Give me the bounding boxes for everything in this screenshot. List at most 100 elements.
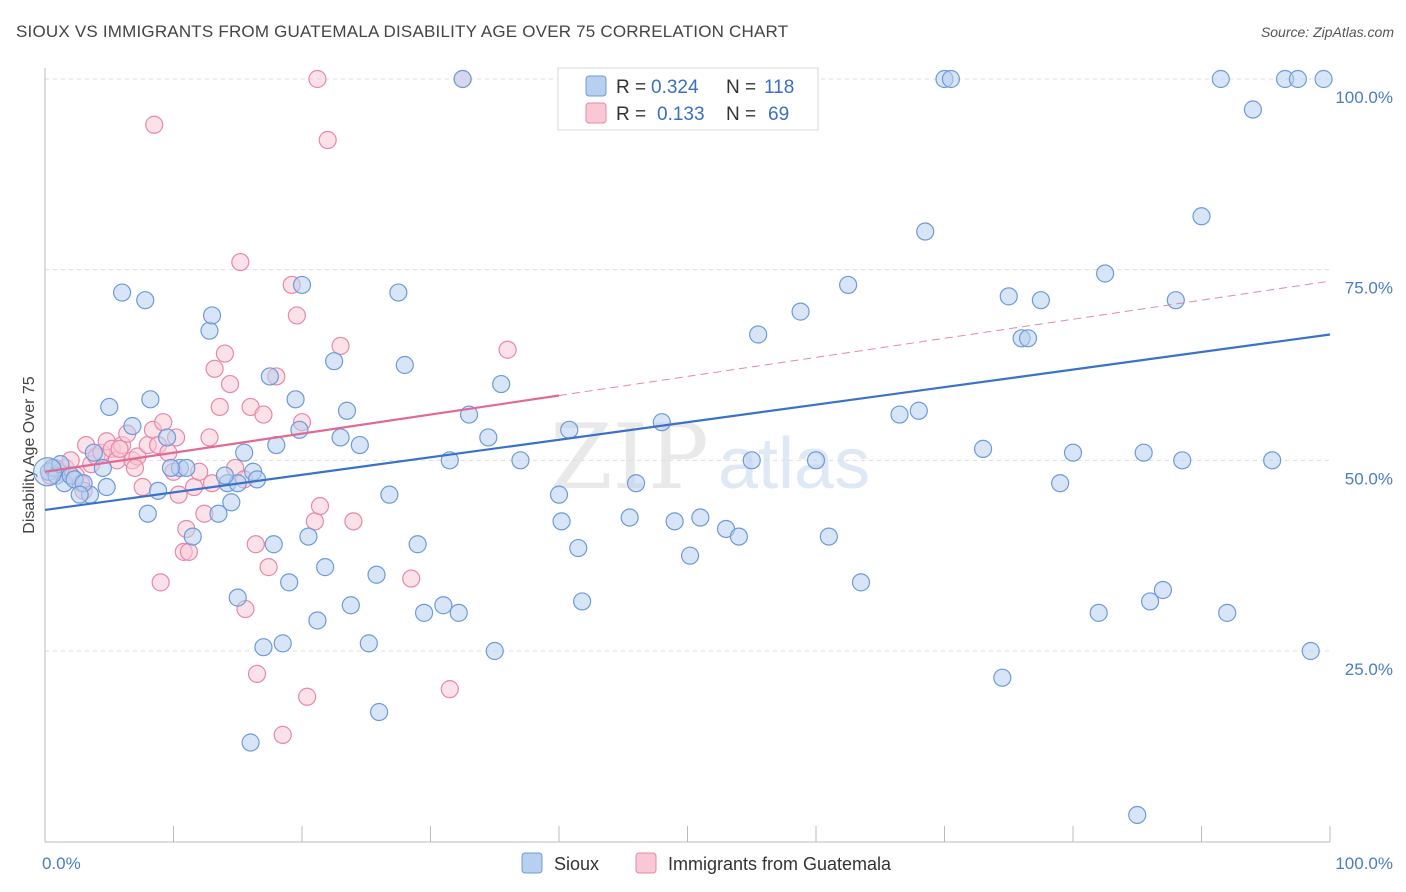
- y-tick-label-50: 50.0%: [1345, 469, 1393, 488]
- legend-r-value-guatemala: 0.133: [657, 104, 705, 125]
- legend-n-value-sioux: 118: [764, 77, 794, 98]
- legend-r-label-sioux: R =: [616, 77, 646, 98]
- data-point-sioux: [1140, 592, 1160, 611]
- data-point-guatemala: [169, 485, 188, 504]
- data-point-sioux: [414, 603, 434, 622]
- legend-swatch-sioux: [585, 75, 607, 97]
- data-point-guatemala: [215, 344, 234, 363]
- data-point-sioux: [222, 493, 241, 512]
- data-point-sioux: [299, 527, 318, 546]
- legend-swatch-guatemala: [585, 102, 607, 124]
- sioux-points: [32, 69, 1333, 825]
- data-point-sioux: [241, 733, 260, 752]
- data-point-sioux: [202, 306, 222, 325]
- x-tick-label-max: 100.0%: [1335, 854, 1393, 873]
- data-point-sioux: [177, 458, 196, 478]
- data-point-sioux: [791, 302, 810, 321]
- data-point-sioux: [136, 291, 155, 310]
- series-legend: Sioux Immigrants from Guatemala: [521, 852, 892, 874]
- legend-n-value-guatemala: 69: [768, 104, 789, 125]
- data-point-sioux: [665, 512, 684, 531]
- data-point-sioux: [331, 428, 350, 447]
- legend-r-label-guatemala: R =: [616, 104, 646, 125]
- data-point-sioux: [449, 603, 468, 622]
- data-point-guatemala: [318, 130, 337, 150]
- data-point-guatemala: [273, 725, 292, 744]
- data-point-guatemala: [154, 413, 173, 432]
- data-point-sioux: [200, 321, 219, 340]
- data-point-guatemala: [200, 428, 219, 447]
- data-point-sioux: [228, 588, 247, 607]
- y-tick-label-100: 100.0%: [1335, 88, 1393, 107]
- data-point-guatemala: [402, 569, 421, 588]
- data-point-sioux: [1089, 603, 1108, 622]
- data-point-sioux: [1192, 207, 1211, 226]
- trendlines: [44, 280, 1331, 511]
- data-point-sioux: [479, 428, 498, 447]
- data-point-sioux: [620, 508, 639, 527]
- data-point-sioux: [100, 397, 119, 417]
- data-point-sioux: [350, 435, 369, 455]
- data-point-sioux: [260, 367, 279, 386]
- data-point-sioux: [157, 428, 177, 447]
- data-point-sioux: [806, 451, 826, 470]
- data-point-sioux: [370, 702, 389, 722]
- data-point-guatemala: [184, 477, 204, 497]
- data-point-sioux: [993, 668, 1012, 687]
- data-point-sioux: [337, 401, 357, 420]
- data-point-sioux: [1134, 443, 1153, 462]
- y-axis-label: Disability Age Over 75: [21, 376, 38, 534]
- data-point-sioux: [485, 641, 504, 661]
- data-point-sioux: [1314, 69, 1333, 89]
- data-point-sioux: [819, 527, 838, 546]
- data-point-sioux: [1063, 443, 1083, 462]
- data-point-guatemala: [125, 458, 145, 478]
- data-point-sioux: [215, 466, 234, 485]
- legend-n-label-guatemala: N =: [726, 104, 756, 125]
- data-point-guatemala: [210, 397, 229, 417]
- data-point-guatemala: [305, 512, 324, 531]
- data-point-sioux: [395, 355, 414, 375]
- data-point-sioux: [1153, 580, 1173, 600]
- data-point-guatemala: [220, 374, 240, 394]
- data-point-sioux: [112, 283, 132, 302]
- data-point-sioux: [292, 275, 312, 295]
- data-point-guatemala: [331, 336, 350, 356]
- data-point-sioux: [389, 283, 408, 302]
- series-legend-label-guatemala: Immigrants from Guatemala: [668, 854, 892, 874]
- data-point-sioux: [851, 573, 871, 592]
- data-point-sioux: [141, 390, 160, 409]
- data-point-sioux: [84, 443, 103, 462]
- data-point-guatemala: [151, 573, 170, 592]
- data-point-sioux: [316, 558, 335, 577]
- data-point-sioux: [626, 474, 646, 493]
- data-point-sioux: [209, 504, 228, 523]
- data-point-sioux: [359, 634, 378, 653]
- chart-source: Source: ZipAtlas.com: [1260, 24, 1394, 40]
- data-point-guatemala: [440, 680, 459, 699]
- data-point-sioux: [367, 565, 386, 584]
- data-point-sioux: [569, 538, 588, 558]
- data-point-sioux: [1051, 474, 1070, 493]
- data-point-guatemala: [287, 306, 306, 325]
- data-point-sioux: [1288, 69, 1307, 89]
- data-point-sioux: [1018, 329, 1038, 348]
- data-point-sioux: [123, 416, 142, 436]
- data-point-guatemala: [247, 664, 267, 683]
- data-point-sioux: [148, 481, 168, 500]
- data-point-guatemala: [205, 359, 224, 378]
- data-point-guatemala: [179, 542, 199, 561]
- data-point-sioux: [691, 508, 710, 527]
- data-point-sioux: [560, 420, 579, 439]
- data-point-sioux: [1263, 451, 1282, 470]
- data-point-sioux: [1128, 805, 1147, 825]
- data-point-guatemala: [259, 558, 278, 577]
- data-point-sioux: [453, 69, 472, 89]
- watermark-zip: ZIP: [550, 405, 709, 510]
- data-point-sioux: [549, 485, 569, 504]
- data-point-sioux: [573, 592, 592, 611]
- data-point-sioux: [138, 504, 157, 523]
- data-point-sioux: [973, 439, 993, 458]
- data-point-guatemala: [308, 69, 327, 89]
